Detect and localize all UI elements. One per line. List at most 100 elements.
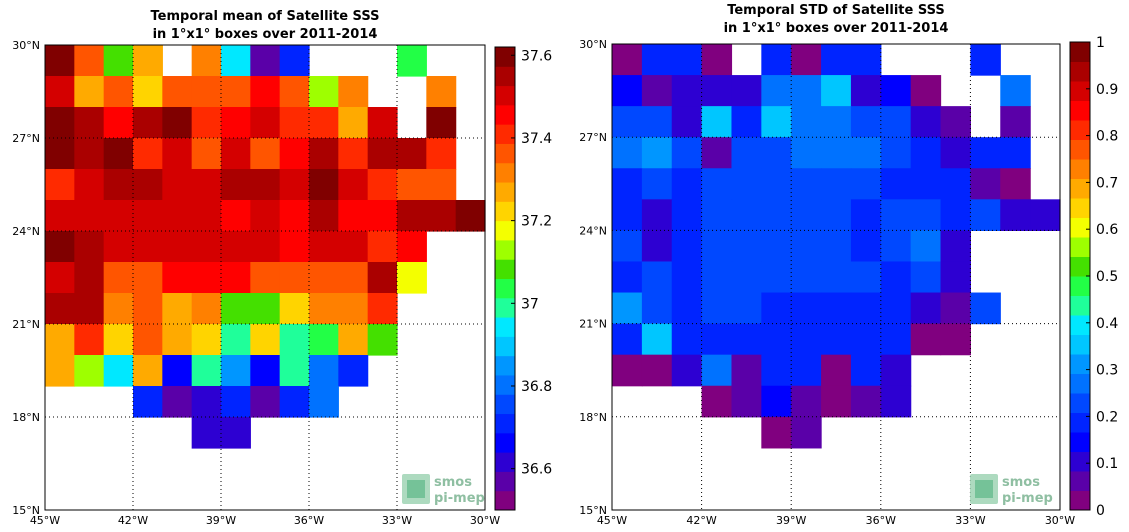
colorbar-segment: [1070, 354, 1090, 374]
y-tick-label: 24°N: [579, 224, 607, 237]
heatmap-cell: [970, 44, 1001, 76]
heatmap-cell: [910, 106, 942, 138]
heatmap-cell: [221, 107, 251, 139]
heatmap-cell: [671, 230, 703, 263]
y-tick-label: 30°N: [579, 38, 607, 51]
heatmap-cell: [221, 262, 251, 294]
colorbar-tick-label: 37.2: [521, 214, 552, 230]
heatmap-cell: [880, 292, 912, 325]
heatmap-cell: [970, 137, 1001, 169]
heatmap-cell: [880, 323, 912, 356]
heatmap-cell: [612, 44, 643, 76]
heatmap-cell: [821, 323, 852, 356]
heatmap-cell: [761, 168, 792, 200]
heatmap-cell: [279, 324, 310, 356]
heatmap-cell: [162, 200, 193, 232]
colorbar-segment: [495, 104, 515, 125]
heatmap-cell: [250, 200, 281, 232]
heatmap-cell: [191, 76, 222, 108]
heatmap-cell: [309, 107, 339, 139]
heatmap-cell: [701, 199, 733, 231]
colorbar-tick-label: 1: [1096, 35, 1105, 51]
heatmap-cell: [910, 137, 942, 169]
colorbar-segment: [495, 239, 515, 260]
heatmap-cell: [45, 293, 75, 325]
colorbar-segment: [1070, 373, 1090, 394]
heatmap-cell: [309, 293, 339, 325]
heatmap-cell: [397, 262, 427, 294]
heatmap-cell: [133, 324, 163, 356]
heatmap-cell: [1000, 137, 1031, 169]
heatmap-cell: [221, 231, 251, 263]
heatmap-cell: [641, 230, 673, 263]
heatmap-cell: [74, 45, 105, 77]
heatmap-cell: [103, 169, 134, 201]
heatmap-cell: [221, 324, 251, 356]
heatmap-cell: [133, 107, 163, 139]
logo-mark-inner: [975, 480, 993, 498]
colorbar-tick-label: 0.1: [1096, 456, 1118, 472]
heatmap-cell: [162, 324, 193, 356]
heatmap-cell: [731, 106, 762, 138]
heatmap-cell: [701, 106, 733, 138]
heatmap-cell: [761, 416, 792, 449]
colorbar-segment: [495, 220, 515, 241]
grid-lines: [612, 44, 1060, 510]
heatmap-cell: [850, 199, 882, 231]
heatmap-cell: [367, 138, 398, 170]
colorbar-segment: [1070, 432, 1090, 452]
logo-text-smos: smos: [1002, 475, 1040, 490]
colorbar-segment: [495, 143, 515, 164]
heatmap-cell: [133, 45, 163, 77]
colorbar-segment: [1070, 490, 1090, 511]
heatmap-cell: [74, 200, 105, 232]
heatmap-cell: [791, 292, 822, 325]
heatmap-cell: [731, 168, 762, 200]
heatmap-cell: [731, 230, 762, 263]
heatmap-cell: [279, 355, 310, 387]
heatmap-cell: [45, 231, 75, 263]
heatmap-cells: [612, 44, 1061, 449]
heatmap-cell: [940, 137, 971, 169]
colorbar-segment: [495, 355, 515, 376]
heatmap-cell: [880, 106, 912, 138]
heatmap-cell: [970, 199, 1001, 231]
heatmap-cell: [761, 44, 792, 76]
heatmap-cell: [45, 45, 75, 77]
heatmap-cell: [221, 417, 251, 449]
heatmap-cell: [761, 199, 792, 231]
heatmap-cell: [367, 324, 398, 356]
colorbar-tick-label: 36.6: [521, 462, 552, 478]
heatmap-cell: [162, 262, 193, 294]
heatmap-cell: [45, 107, 75, 139]
colorbar-segment: [495, 162, 515, 183]
heatmap-cell: [880, 137, 912, 169]
heatmap-cell: [279, 45, 310, 77]
heatmap-cell: [338, 355, 369, 387]
heatmap-cell: [191, 324, 222, 356]
heatmap-cell: [426, 138, 457, 170]
plot-frame: [611, 43, 1061, 511]
heatmap-cell: [162, 76, 193, 108]
heatmap-cell: [850, 137, 882, 169]
x-tick-label: 45°W: [30, 514, 60, 527]
colorbar: 37.6 37.4 37.2 37 36.8 36.6: [494, 46, 552, 511]
colorbar-segment: [1070, 315, 1090, 335]
heatmap-cell: [397, 45, 427, 77]
heatmap-cell: [761, 230, 792, 263]
heatmap-cell: [74, 231, 105, 263]
colorbar-segment: [1070, 393, 1090, 413]
heatmap-cell: [612, 354, 643, 387]
heatmap-cell: [309, 200, 339, 232]
heatmap-cell: [191, 386, 222, 418]
heatmap-cell: [279, 262, 310, 294]
heatmap-cell: [791, 199, 822, 231]
heatmap-cell: [45, 355, 75, 387]
colorbar-tick-label: 36.8: [521, 379, 552, 395]
x-tick-label: 33°W: [955, 514, 985, 527]
y-tick-label: 15°N: [12, 504, 40, 517]
heatmap-cell: [162, 293, 193, 325]
heatmap-cell: [397, 231, 427, 263]
heatmap-cell: [821, 44, 852, 76]
heatmap-cell: [671, 75, 703, 107]
